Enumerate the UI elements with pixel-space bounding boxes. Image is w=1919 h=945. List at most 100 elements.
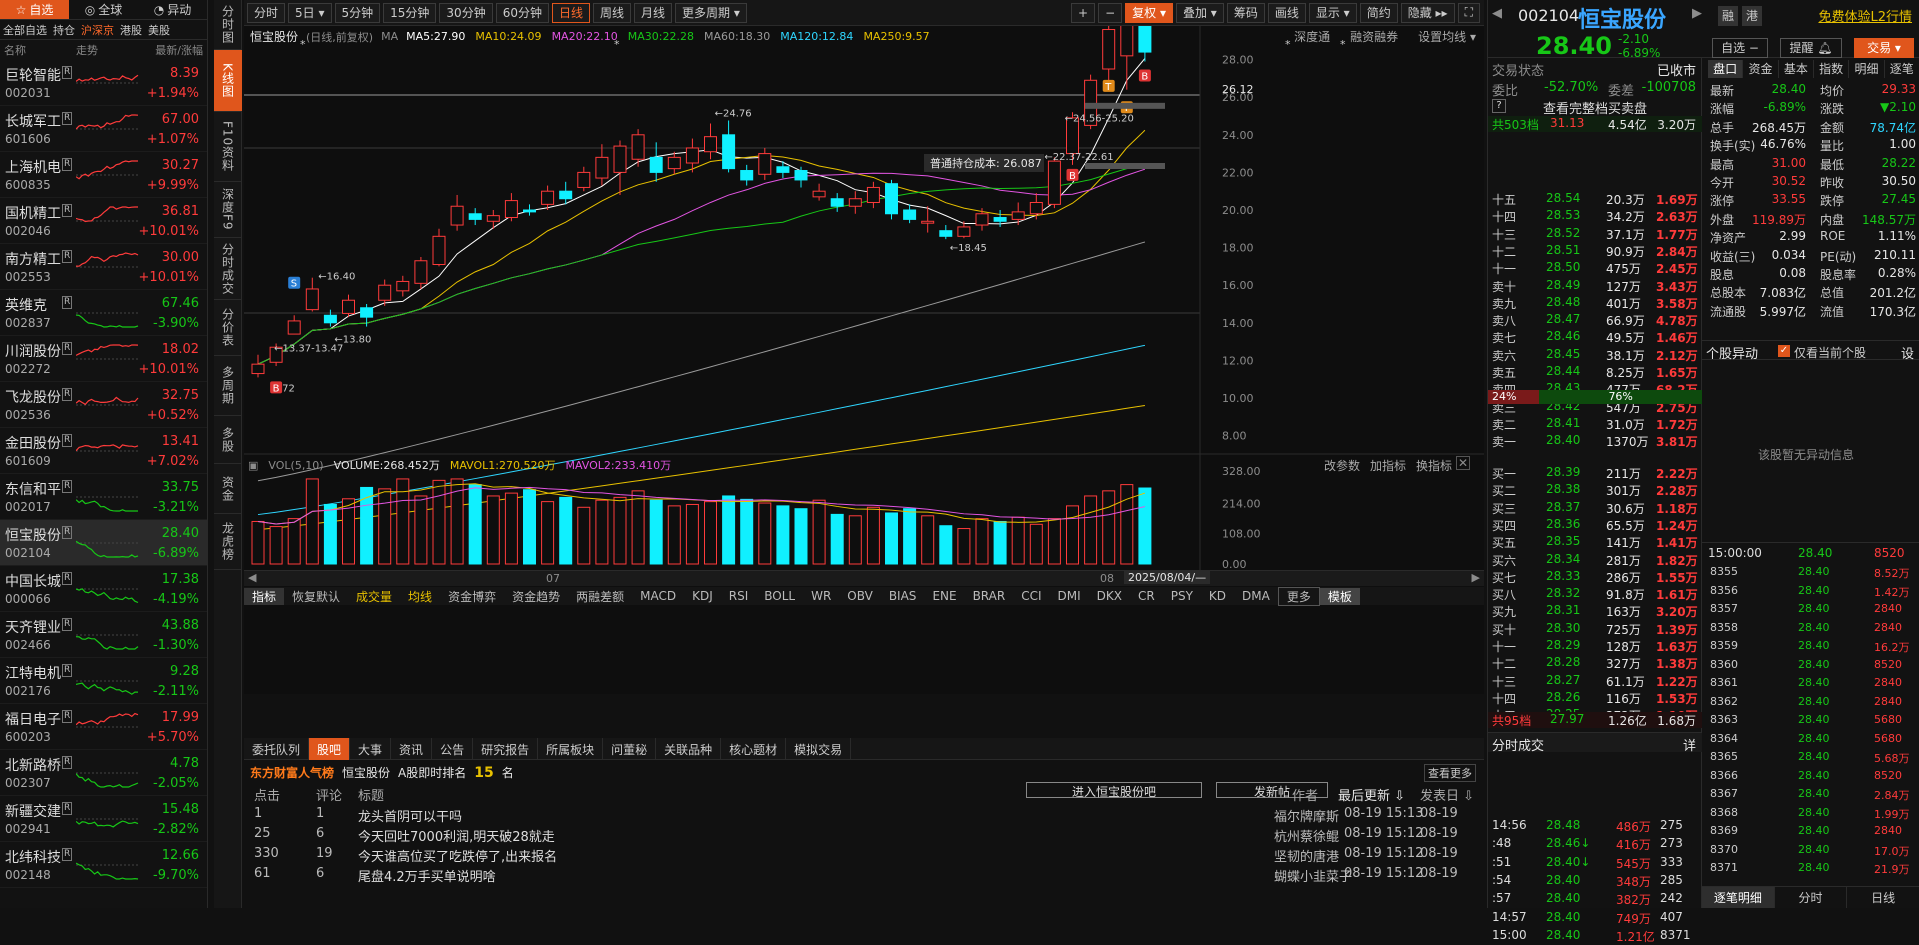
watchlist-row[interactable]: 江特电机 R 002176 9.28 -2.11% xyxy=(0,658,207,704)
bid-level[interactable]: 十四 28.26 116万 1.53万 xyxy=(1492,689,1698,706)
indicator-12[interactable]: OBV xyxy=(847,589,873,603)
margin-link[interactable]: 融资融券 xyxy=(1350,30,1399,44)
vol-add-indicator[interactable]: 加指标 xyxy=(1369,459,1406,473)
watchlist-row[interactable]: 上海机电 R 600835 30.27 +9.99% xyxy=(0,152,207,198)
period-4[interactable]: 30分钟 xyxy=(439,2,493,23)
depth-link[interactable]: 深度通 xyxy=(1294,30,1331,44)
ask-level[interactable]: 卖六 28.45 38.1万 2.12万 xyxy=(1492,346,1698,363)
indicator-10[interactable]: BOLL xyxy=(764,589,796,603)
bid-level[interactable]: 买二 28.38 301万 2.28万 xyxy=(1492,482,1698,499)
quote-tab-0[interactable]: 盘口 xyxy=(1708,60,1744,78)
bid-level[interactable]: 买八 28.32 91.8万 1.61万 xyxy=(1492,586,1698,603)
watchlist-row[interactable]: 恒宝股份 R 002104 28.40 -6.89% xyxy=(0,520,207,566)
news-tab-1[interactable]: 股吧 xyxy=(309,738,351,760)
forum-post-row[interactable]: 61 6 尾盘4.2万手买单说明啥 蝴蝶小韭菜子 08-19 15:12 08-19 xyxy=(244,866,1484,889)
period-6[interactable]: 日线 xyxy=(551,2,590,23)
watchlist-row[interactable]: 巨轮智能 R 002031 8.39 +1.94% xyxy=(0,60,207,106)
subtab-shsz[interactable]: 沪深京 xyxy=(81,23,114,37)
timeline-scrollbar[interactable]: ◀ 07 08 2025/08/04/— ▶ xyxy=(244,570,1484,586)
chart-mode[interactable]: (日线,前复权) xyxy=(306,30,374,44)
ask-level[interactable]: 十二 28.51 90.9万 2.84万 xyxy=(1492,242,1698,259)
watchlist-row[interactable]: 天齐锂业 R 002466 43.88 -1.30% xyxy=(0,612,207,658)
trade-button[interactable]: 交易 ▾ xyxy=(1854,38,1914,58)
checkbox-current-only[interactable]: ✓ xyxy=(1778,345,1790,357)
tool-7[interactable]: 简约 xyxy=(1359,2,1398,23)
indicator-23[interactable]: 更多 xyxy=(1277,586,1320,606)
ask-level[interactable]: 十五 28.54 20.3万 1.69万 xyxy=(1492,191,1698,207)
subtab-holdings[interactable]: 持仓 xyxy=(53,23,75,37)
bid-level[interactable]: 十三 28.27 61.1万 1.22万 xyxy=(1492,672,1698,689)
indicator-16[interactable]: CCI xyxy=(1021,589,1042,603)
period-7[interactable]: 周线 xyxy=(593,2,632,23)
side-tab-8[interactable]: 资金 xyxy=(214,464,242,514)
side-tab-9[interactable]: 龙虎榜 xyxy=(214,514,242,570)
subtab-all[interactable]: 全部自选 xyxy=(3,23,47,37)
tool-3[interactable]: 叠加 ▾ xyxy=(1175,2,1224,23)
watchlist-row[interactable]: 中国长城 R 000066 17.38 -4.19% xyxy=(0,566,207,612)
watchlist-row[interactable]: 新疆交建 R 002941 15.48 -2.82% xyxy=(0,796,207,842)
indicator-20[interactable]: PSY xyxy=(1170,589,1193,603)
bid-level[interactable]: 买十 28.30 725万 1.39万 xyxy=(1492,620,1698,637)
side-tab-1[interactable]: K线图 xyxy=(214,50,242,112)
kline-chart-area[interactable]: 恒宝股份 (日线,前复权) MA MA5:27.90 MA10:24.09 MA20… xyxy=(244,26,1484,694)
side-tab-7[interactable]: 多股 xyxy=(214,416,242,464)
news-tab-0[interactable]: 委托队列 xyxy=(244,738,310,760)
trade-marker-icon[interactable]: B xyxy=(1138,69,1151,82)
indicator-14[interactable]: ENE xyxy=(932,589,957,603)
quote-tab-2[interactable]: 基本 xyxy=(1779,60,1814,78)
forum-post-row[interactable]: 330 19 今天谁高位买了吃跌停了,出来报名 坚韧的唐港 08-19 15:12 08-… xyxy=(244,846,1484,869)
bottom-tab-2[interactable]: 日线 xyxy=(1847,887,1919,908)
tab-global[interactable]: ◎ 全球 xyxy=(84,2,123,18)
next-stock-icon[interactable]: ▶ xyxy=(1692,6,1702,21)
indicator-6[interactable]: 两融差额 xyxy=(576,589,625,604)
col-post-date[interactable]: 发表日 ⇩ xyxy=(1420,789,1475,804)
period-2[interactable]: 5分钟 xyxy=(334,2,381,23)
watchlist-row[interactable]: 北纬科技 R 002148 12.66 -9.70% xyxy=(0,842,207,888)
forum-post-row[interactable]: 25 6 今天回吐7000利润,明天破28就走 杭州蔡徐鲲 08-19 15:12 08-… xyxy=(244,826,1484,849)
post-title[interactable]: 今天回吐7000利润,明天破28就走 xyxy=(358,830,555,845)
indicator-15[interactable]: BRAR xyxy=(972,589,1006,603)
watchlist-row[interactable]: 金田股份 R 601609 13.41 +7.02% xyxy=(0,428,207,474)
help-icon[interactable]: ? xyxy=(1492,99,1506,113)
indicator-21[interactable]: KD xyxy=(1208,589,1227,603)
ask-level[interactable]: 卖五 28.44 8.25万 1.65万 xyxy=(1492,364,1698,380)
post-title[interactable]: 今天谁高位买了吃跌停了,出来报名 xyxy=(358,850,558,865)
bid-level[interactable]: 买九 28.31 163万 3.20万 xyxy=(1492,603,1698,620)
period-5[interactable]: 60分钟 xyxy=(495,2,549,23)
tool-0[interactable]: + xyxy=(1071,2,1096,23)
bid-level[interactable]: 买三 28.37 30.6万 1.18万 xyxy=(1492,499,1698,516)
side-tab-4[interactable]: 分时成交 xyxy=(214,238,242,300)
bid-level[interactable]: 买六 28.34 281万 1.82万 xyxy=(1492,551,1698,568)
side-tab-3[interactable]: 深度F9 xyxy=(214,182,242,238)
free-l2-link[interactable]: 免费体验L2行情 xyxy=(1818,10,1912,25)
bottom-tab-0[interactable]: 逐笔明细 xyxy=(1702,887,1775,908)
tab-anomaly[interactable]: ◔ 异动 xyxy=(153,2,192,18)
bid-level[interactable]: 买四 28.36 65.5万 1.24万 xyxy=(1492,516,1698,533)
ask-level[interactable]: 卖七 28.46 49.5万 1.46万 xyxy=(1492,329,1698,346)
bottom-tab-1[interactable]: 分时 xyxy=(1775,887,1848,908)
ask-level[interactable]: 卖十 28.49 127万 3.43万 xyxy=(1492,277,1698,294)
indicator-4[interactable]: 资金博弈 xyxy=(448,589,497,604)
indicator-13[interactable]: BIAS xyxy=(888,589,917,603)
watchlist-remove-button[interactable]: 自选 − xyxy=(1712,38,1768,58)
tool-1[interactable]: − xyxy=(1098,2,1123,23)
view-more-button[interactable]: 查看更多 xyxy=(1424,764,1476,782)
watchlist-row[interactable]: 英维克 R 002837 67.46 -3.90% xyxy=(0,290,207,336)
event-star-icon[interactable]: * xyxy=(1340,38,1346,51)
vol-switch-indicator[interactable]: 换指标 xyxy=(1415,459,1452,473)
anomaly-settings-button[interactable]: 设 xyxy=(1900,347,1914,362)
news-tab-8[interactable]: 关联品种 xyxy=(656,738,722,760)
watchlist-row[interactable]: 东信和平 R 002017 33.75 -3.21% xyxy=(0,474,207,520)
ask-level[interactable]: 卖一 28.40 1370万 3.81万 xyxy=(1492,433,1698,450)
news-tab-9[interactable]: 核心题材 xyxy=(721,738,787,760)
indicator-0[interactable]: 指标 xyxy=(244,587,285,605)
indicator-22[interactable]: DMA xyxy=(1242,589,1270,603)
vol-edit-params[interactable]: 改参数 xyxy=(1323,459,1360,473)
tool-2[interactable]: 复权 ▾ xyxy=(1125,2,1173,23)
event-star-icon[interactable]: * xyxy=(614,38,620,51)
forum-post-row[interactable]: 1 1 龙头首阴可以干吗 福尔牌摩斯 08-19 15:13 08-19 xyxy=(244,806,1484,829)
post-title[interactable]: 尾盘4.2万手买单说明啥 xyxy=(358,870,496,885)
indicator-8[interactable]: KDJ xyxy=(692,589,713,603)
indicator-3[interactable]: 均线 xyxy=(408,589,433,604)
new-post-button[interactable]: 发新帖 xyxy=(1216,782,1328,799)
